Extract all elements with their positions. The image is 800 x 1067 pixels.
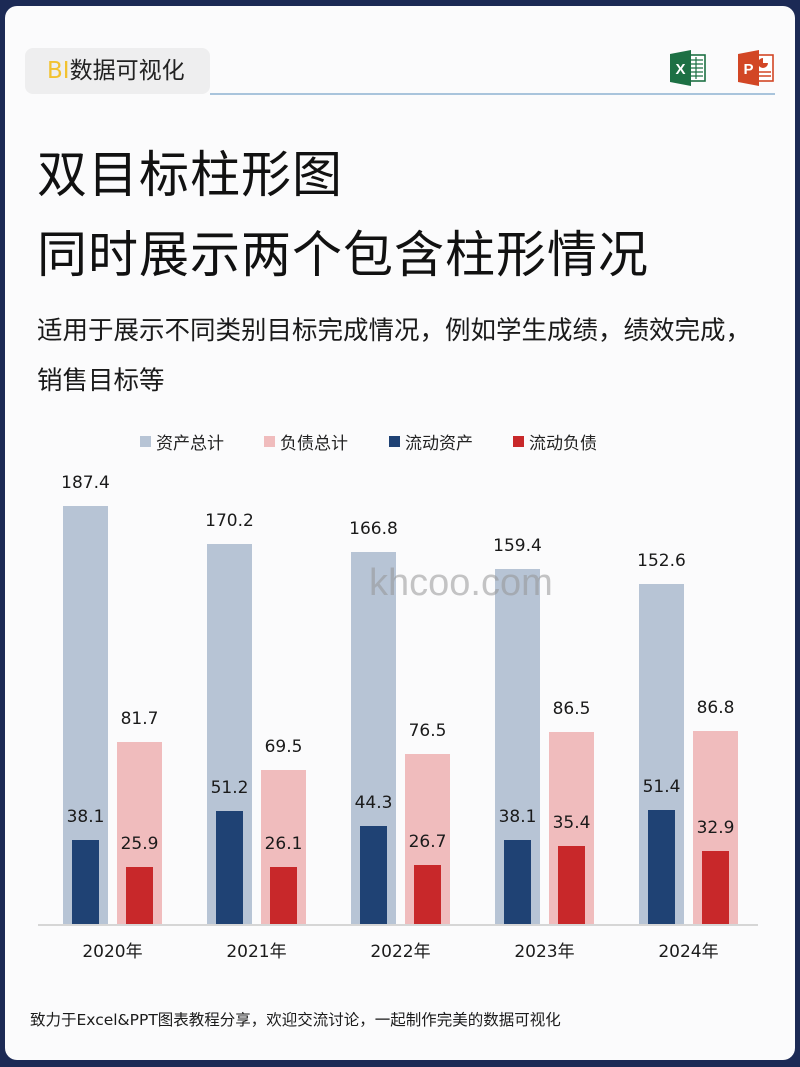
excel-icon: X <box>670 50 706 86</box>
data-label-current-assets: 51.2 <box>210 777 249 798</box>
x-axis-label: 2020年 <box>82 942 143 962</box>
data-label-total-liabilities: 69.5 <box>264 736 303 757</box>
page-title: 双目标柱形图 <box>37 146 343 204</box>
data-label-total-liabilities: 81.7 <box>120 709 159 730</box>
data-label-current-liabilities: 26.7 <box>408 832 447 853</box>
bar-current-assets <box>360 825 387 925</box>
brand-name: 数据可视化 <box>69 58 185 84</box>
description: 适用于展示不同类别目标完成情况，例如学生成绩，绩效完成，销售目标等 <box>37 316 752 396</box>
data-label-current-liabilities: 35.4 <box>552 812 591 833</box>
bar-current-liabilities <box>558 845 585 925</box>
legend-label: 负债总计 <box>280 433 348 454</box>
data-label-current-liabilities: 32.9 <box>696 818 735 839</box>
data-label-current-assets: 38.1 <box>66 806 105 827</box>
bar-current-liabilities <box>414 865 441 925</box>
legend-label: 流动资产 <box>405 433 473 454</box>
data-label-current-assets: 38.1 <box>498 806 537 827</box>
svg-text:X: X <box>675 61 685 78</box>
data-label-total-assets: 170.2 <box>205 511 254 532</box>
bar-current-liabilities <box>270 866 297 925</box>
data-label-current-assets: 51.4 <box>642 777 681 798</box>
x-axis-label: 2024年 <box>658 942 719 962</box>
bar-current-assets <box>216 810 243 925</box>
data-label-total-assets: 159.4 <box>493 535 542 556</box>
legend-label: 资产总计 <box>156 433 224 454</box>
legend-swatch-total-assets <box>140 435 151 447</box>
legend-item-total-assets: 资产总计 <box>140 429 224 454</box>
bar-current-assets <box>72 839 99 925</box>
legend-item-current-liabilities: 流动负债 <box>513 429 597 454</box>
poster-card: BI数据可视化 X P 双目标柱形图 同时展示两个包含柱形情况 适用于展示不同类… <box>5 6 795 1060</box>
legend-label: 流动负债 <box>529 433 597 454</box>
data-label-total-assets: 166.8 <box>349 519 398 540</box>
data-label-total-liabilities: 86.5 <box>552 698 591 719</box>
bar-current-liabilities <box>702 851 729 925</box>
brand-badge: BI数据可视化 <box>25 48 210 94</box>
footer-text: 致力于Excel&PPT图表教程分享，欢迎交流讨论，一起制作完美的数据可视化 <box>30 1011 561 1029</box>
bar-current-assets <box>504 839 531 925</box>
brand-prefix: BI <box>47 58 70 84</box>
bar-current-assets <box>648 810 675 925</box>
legend-item-total-liabilities: 负债总计 <box>264 429 348 454</box>
data-label-total-liabilities: 86.8 <box>696 697 735 718</box>
powerpoint-icon: P <box>738 50 774 86</box>
legend-swatch-total-liabilities <box>264 435 275 447</box>
x-axis-label: 2023年 <box>514 942 575 962</box>
x-axis-label: 2022年 <box>370 942 431 962</box>
x-axis-label: 2021年 <box>226 942 287 962</box>
legend-swatch-current-assets <box>389 435 400 447</box>
data-label-current-liabilities: 25.9 <box>120 834 159 855</box>
legend-item-current-assets: 流动资产 <box>389 429 473 454</box>
data-label-total-assets: 152.6 <box>637 550 686 571</box>
x-axis-line <box>38 924 758 926</box>
data-label-current-liabilities: 26.1 <box>264 833 303 854</box>
data-label-total-assets: 187.4 <box>61 473 110 493</box>
brand-title: BI数据可视化 <box>47 57 185 85</box>
data-label-current-assets: 44.3 <box>354 792 393 813</box>
data-label-total-liabilities: 76.5 <box>408 720 447 741</box>
bar-current-liabilities <box>126 867 153 925</box>
legend-swatch-current-liabilities <box>513 435 524 447</box>
page-subtitle-heading: 同时展示两个包含柱形情况 <box>37 226 649 284</box>
header-divider <box>210 93 775 95</box>
svg-text:P: P <box>743 61 753 78</box>
